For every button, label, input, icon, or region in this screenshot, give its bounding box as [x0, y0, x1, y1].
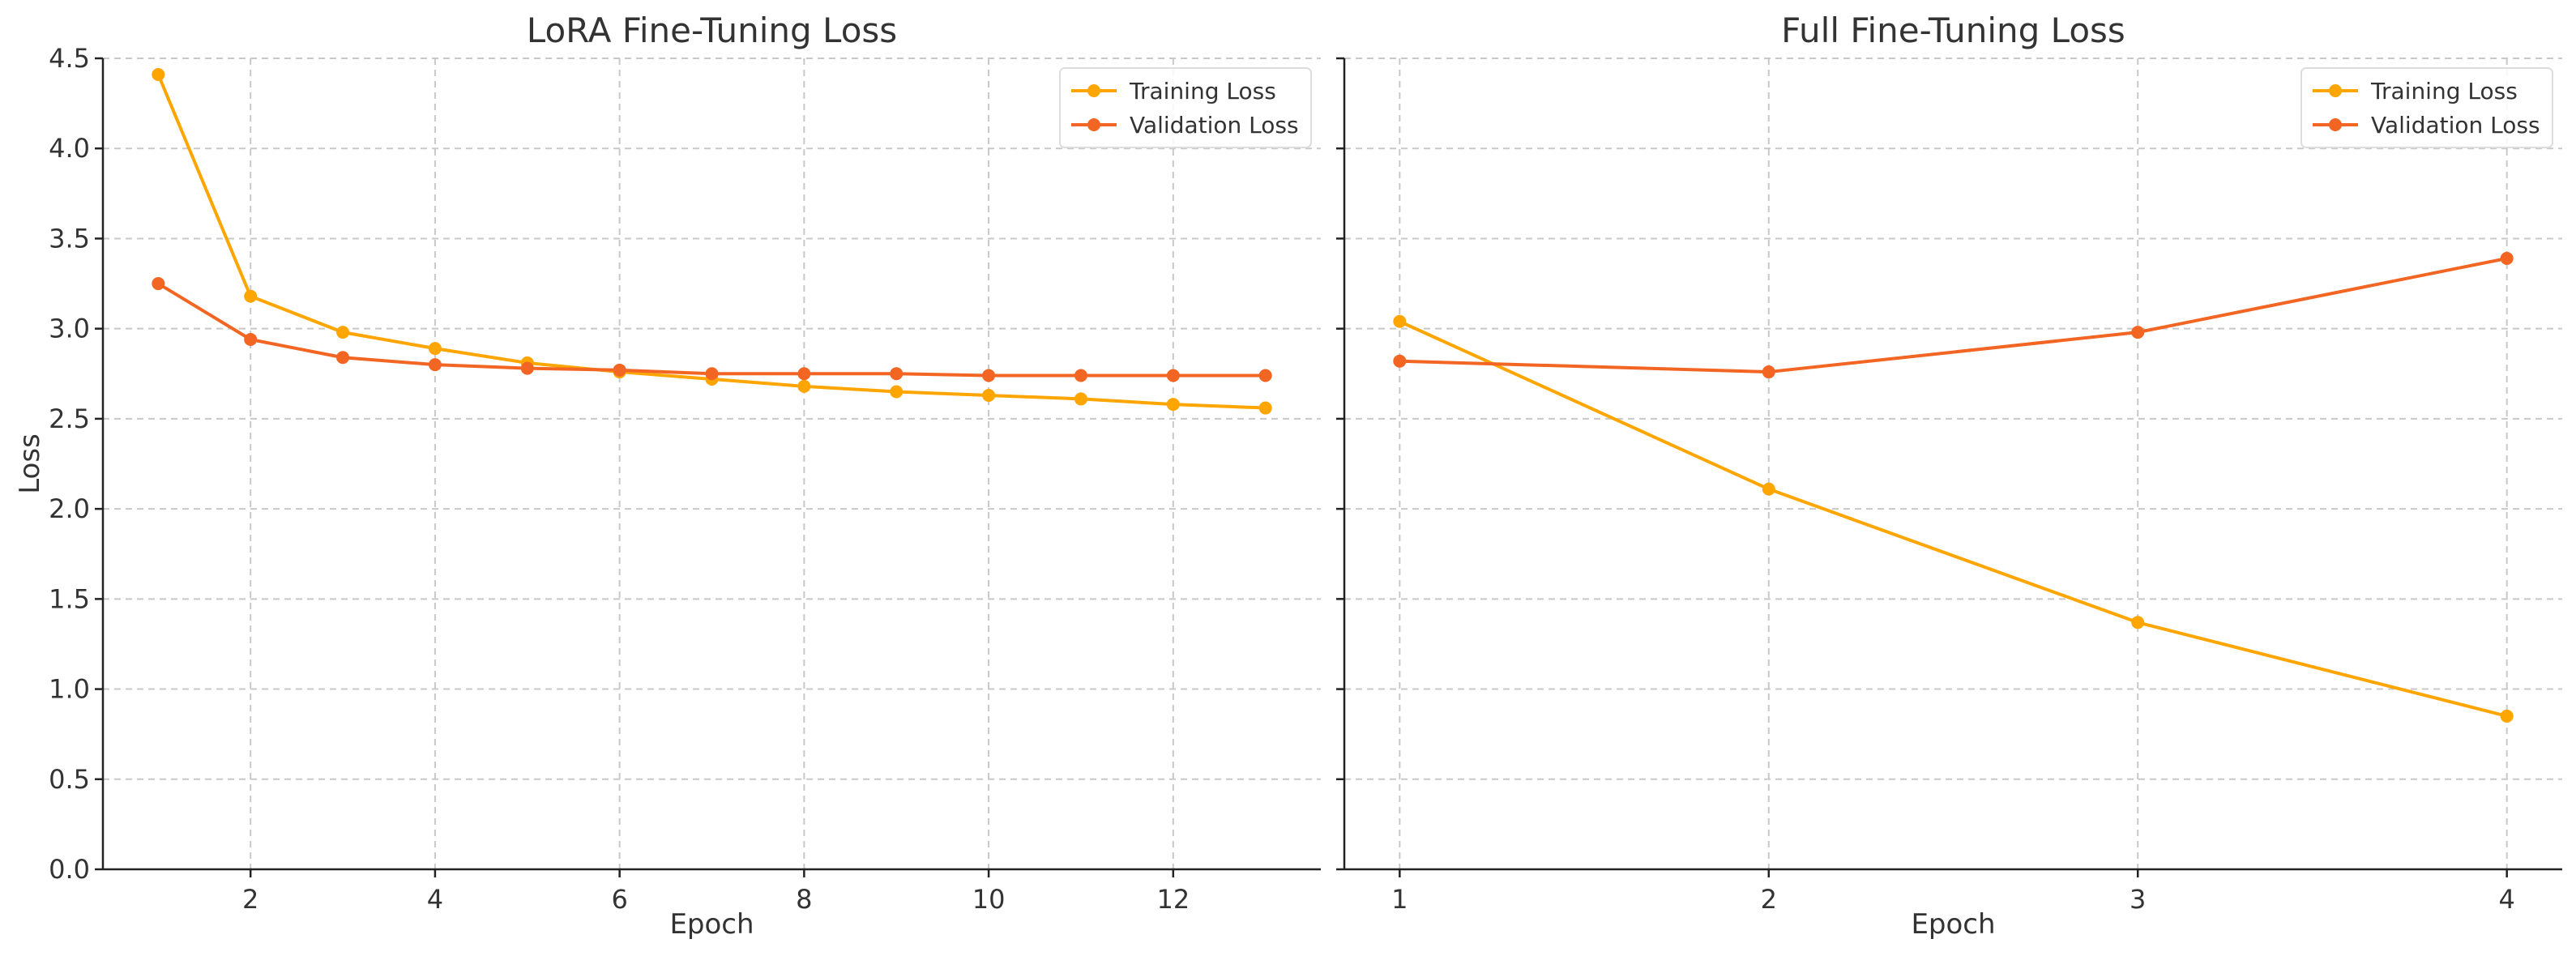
training-loss-point [336, 326, 350, 339]
y-tick-label: 2.0 [49, 493, 90, 524]
validation-loss-point [428, 358, 442, 372]
validation-loss-point [2131, 326, 2145, 339]
x-tick-label: 3 [2130, 884, 2146, 915]
x-tick-label: 10 [972, 884, 1006, 915]
training-loss-point [982, 388, 996, 402]
training-loss-point [244, 289, 258, 303]
training-loss-point [797, 379, 811, 393]
x-tick-label: 1 [1391, 884, 1408, 915]
validation-loss-point [1258, 369, 1272, 382]
y-tick-label: 3.5 [49, 223, 90, 254]
x-tick-label: 4 [427, 884, 443, 915]
training-loss-point [1074, 392, 1087, 406]
legend: Training Loss Validation Loss [1059, 67, 1312, 148]
validation-loss-point [1074, 369, 1087, 382]
training-loss-point [428, 342, 442, 356]
legend-swatch-marker [2329, 118, 2342, 131]
validation-loss-point [1393, 354, 1407, 368]
x-axis-label: Epoch [669, 908, 754, 941]
training-loss-point [1258, 401, 1272, 415]
full-finetune-loss-panel: 1 2 3 4 Full Fine-Tuning Loss Epoch Training L… [1336, 11, 2562, 941]
validation-loss-point [520, 361, 534, 375]
training-loss-point [152, 68, 165, 82]
x-tick-label: 6 [611, 884, 627, 915]
training-loss-point [1762, 482, 1775, 496]
training-loss-point [890, 385, 904, 399]
y-tick-label: 0.0 [49, 854, 90, 885]
x-tick-label: 2 [242, 884, 258, 915]
y-tick-label: 4.5 [49, 43, 90, 74]
x-tick-label: 2 [1761, 884, 1777, 915]
validation-loss-point [244, 333, 258, 347]
legend: Training Loss Validation Loss [2300, 67, 2553, 148]
validation-loss-point [336, 351, 350, 365]
x-tick-label: 8 [796, 884, 812, 915]
x-tick-label: 12 [1156, 884, 1190, 915]
legend-box [2300, 67, 2553, 148]
training-loss-point [2500, 709, 2514, 723]
validation-loss-point [2500, 251, 2514, 265]
legend-entry-training: Training Loss [1129, 78, 1276, 105]
y-tick-label: 4.0 [49, 133, 90, 164]
y-tick-label: 1.5 [49, 583, 90, 614]
validation-loss-point [1166, 369, 1180, 382]
lora-loss-panel: 0.0 0.5 1.0 1.5 2.0 2.5 3.0 3.5 4.0 4.5 2 4 6 8 10 12 Lo… [14, 11, 1321, 941]
legend-entry-validation: Validation Loss [1130, 112, 1299, 139]
y-tick-label: 3.0 [49, 314, 90, 344]
validation-loss-point [890, 367, 904, 381]
legend-entry-validation: Validation Loss [2371, 112, 2540, 139]
y-axis-label: Loss [14, 433, 46, 494]
series-line-validation [157, 282, 1266, 378]
validation-loss-point [1762, 365, 1775, 379]
training-loss-point [1166, 398, 1180, 412]
legend-swatch-marker [2329, 84, 2342, 97]
x-axis-label: Epoch [1911, 908, 1995, 941]
y-tick-label: 0.5 [49, 764, 90, 795]
legend-entry-training: Training Loss [2370, 78, 2518, 105]
validation-loss-point [797, 367, 811, 381]
legend-swatch-marker [1087, 118, 1100, 131]
y-tick-label: 2.5 [49, 403, 90, 434]
validation-loss-point [705, 367, 719, 381]
validation-loss-point [982, 369, 996, 382]
legend-box [1059, 67, 1312, 148]
chart-title: Full Fine-Tuning Loss [1781, 11, 2125, 50]
legend-swatch-marker [1087, 84, 1100, 97]
training-loss-point [2131, 616, 2145, 630]
series-line-validation [1399, 256, 2508, 374]
y-tick-label: 1.0 [49, 674, 90, 705]
validation-loss-point [152, 277, 165, 291]
x-tick-label: 4 [2499, 884, 2515, 915]
chart-title: LoRA Fine-Tuning Loss [527, 11, 897, 50]
validation-loss-point [613, 363, 626, 377]
series-line-training [1399, 319, 2508, 718]
training-loss-point [1393, 314, 1407, 328]
